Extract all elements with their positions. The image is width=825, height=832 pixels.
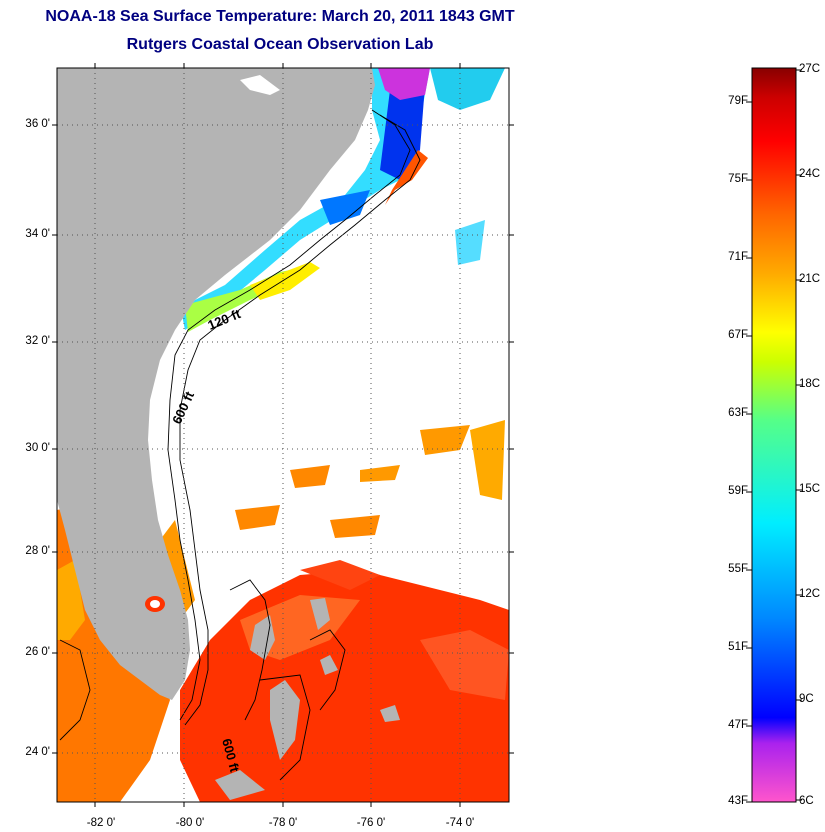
- colorbar-f-label: 67F: [728, 329, 748, 341]
- map-area: 120 ft 600 ft 600 ft: [57, 68, 509, 802]
- colorbar-f-label: 43F: [728, 795, 748, 807]
- colorbar-c-label: 6C: [799, 795, 814, 807]
- colorbar-c-label: 24C: [799, 168, 821, 180]
- colorbar-f-label: 59F: [728, 485, 748, 497]
- lat-label-36: 36 0': [25, 118, 50, 130]
- bathymetry-contours: [59, 109, 421, 781]
- lat-label-34: 34 0': [25, 228, 50, 240]
- lon-label-74: -74 0': [445, 817, 475, 829]
- map-ticks: [52, 63, 514, 807]
- inland-water: [240, 75, 280, 95]
- colorbar-c-label: 21C: [799, 273, 821, 285]
- colorbar-f-label: 55F: [728, 563, 748, 575]
- lat-label-32: 32 0': [25, 335, 50, 347]
- lat-label-24: 24 0': [25, 746, 50, 758]
- colorbar-f-label: 47F: [728, 719, 748, 731]
- colorbar-c-label: 15C: [799, 483, 821, 495]
- colorbar-c-label: 9C: [799, 693, 814, 705]
- lon-label-82: -82 0': [86, 817, 116, 829]
- colorbar-f-label: 63F: [728, 407, 748, 419]
- lon-label-76: -76 0': [356, 817, 386, 829]
- bahamas-islands: [215, 598, 400, 800]
- colorbar-c-label: 12C: [799, 588, 821, 600]
- colorbar-ticks: [746, 69, 802, 803]
- land-mass: [57, 68, 375, 700]
- lat-label-28: 28 0': [25, 545, 50, 557]
- map-subtitle: Rutgers Coastal Ocean Observation Lab: [126, 36, 434, 53]
- graticule: [57, 68, 509, 802]
- colorbar-f-label: 71F: [728, 251, 748, 263]
- lat-label-26: 26 0': [25, 646, 50, 658]
- colorbar-f-label: 79F: [728, 95, 748, 107]
- colorbar-f-label: 75F: [728, 173, 748, 185]
- colorbar-c-label: 27C: [799, 63, 821, 75]
- colorbar-f-label: 51F: [728, 641, 748, 653]
- sst-gulfstream: [385, 150, 428, 205]
- lat-label-30: 30 0': [25, 442, 50, 454]
- colorbar-c-label: 18C: [799, 378, 821, 390]
- map-title: NOAA-18 Sea Surface Temperature: March 2…: [45, 8, 515, 25]
- lon-label-78: -78 0': [268, 817, 298, 829]
- colorbar: [751, 67, 797, 803]
- lon-label-80: -80 0': [175, 817, 205, 829]
- lake-okeechobee-center: [150, 600, 160, 608]
